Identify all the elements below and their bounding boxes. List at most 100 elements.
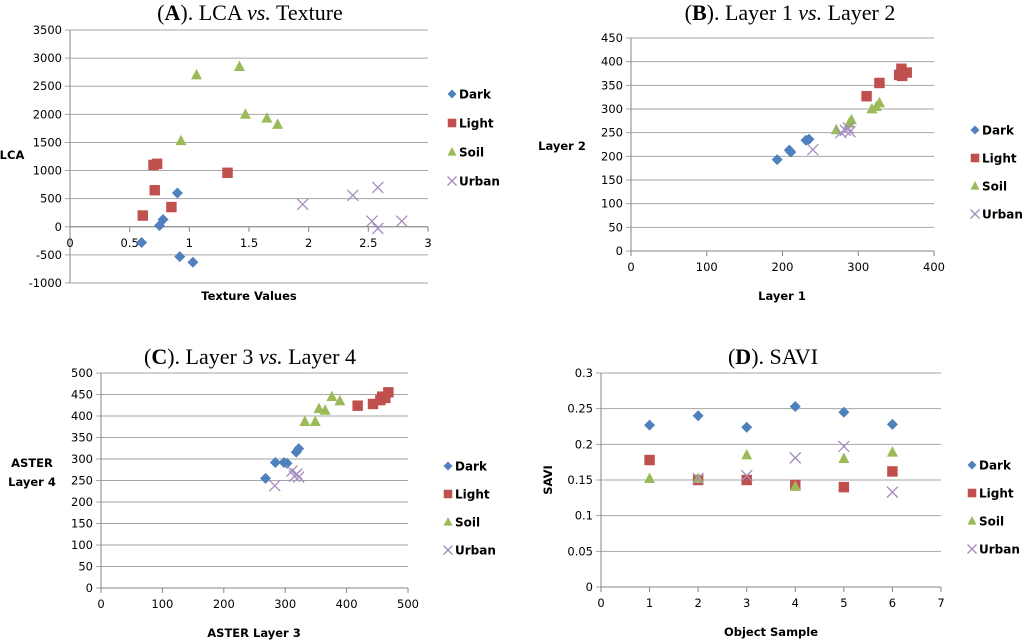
y-tick-label: 3500 bbox=[33, 23, 62, 37]
y-tick-label: 0 bbox=[55, 220, 62, 234]
x-tick-label: 3 bbox=[424, 236, 431, 250]
data-point-soil bbox=[309, 415, 321, 426]
data-point-soil bbox=[334, 394, 346, 406]
data-point-urban bbox=[346, 189, 359, 202]
legend-item-light: Light bbox=[970, 152, 1017, 166]
y-tick-label: 100 bbox=[71, 538, 93, 552]
series-urban bbox=[806, 121, 856, 156]
data-point-soil bbox=[299, 415, 311, 426]
legend-label: Dark bbox=[982, 124, 1015, 138]
x-tick-label: 300 bbox=[274, 597, 296, 611]
legend-label: Urban bbox=[459, 175, 500, 189]
data-point-dark bbox=[171, 187, 183, 199]
legend: Dark Light Soil Urban bbox=[447, 88, 500, 189]
y-tick-label: 0.2 bbox=[575, 437, 593, 451]
legend-label: Light bbox=[979, 487, 1014, 501]
y-tick-label: 450 bbox=[71, 388, 93, 402]
legend-marker-x-icon bbox=[970, 209, 980, 219]
data-point-urban bbox=[843, 125, 856, 138]
data-point-soil bbox=[838, 452, 850, 463]
data-point-soil bbox=[233, 60, 245, 71]
series-soil bbox=[830, 96, 885, 135]
x-tick-label: 400 bbox=[336, 597, 358, 611]
legend-item-soil: Soil bbox=[967, 515, 1004, 529]
x-tick-label: 5 bbox=[840, 596, 847, 610]
chart-title: (B). Layer 1 vs. Layer 2 bbox=[685, 0, 896, 25]
legend-marker-triangle-icon bbox=[443, 517, 453, 526]
data-point-soil bbox=[873, 96, 885, 108]
x-tick-label: 1.5 bbox=[240, 236, 258, 250]
y-tick-label: 200 bbox=[601, 149, 623, 163]
data-point-soil bbox=[644, 472, 656, 483]
x-tick-label: 500 bbox=[397, 597, 419, 611]
data-point-soil bbox=[741, 448, 753, 460]
y-tick-label: 500 bbox=[71, 366, 93, 380]
legend-item-soil: Soil bbox=[443, 516, 480, 530]
data-point-light bbox=[644, 454, 655, 466]
x-tick-label: 200 bbox=[772, 260, 794, 274]
y-tick-label: -500 bbox=[36, 248, 62, 262]
y-tick-label: 150 bbox=[601, 173, 623, 187]
x-tick-label: 400 bbox=[923, 260, 945, 274]
data-point-urban bbox=[371, 222, 384, 235]
y-axis-label: Layer 2 bbox=[538, 139, 586, 153]
x-tick-label: 2.5 bbox=[359, 236, 377, 250]
data-point-soil bbox=[313, 402, 325, 414]
data-point-soil bbox=[789, 480, 801, 491]
data-point-soil bbox=[326, 390, 338, 402]
data-point-urban bbox=[296, 198, 309, 211]
y-tick-label: 2000 bbox=[33, 107, 62, 121]
data-point-light bbox=[222, 167, 233, 179]
data-point-urban bbox=[837, 440, 850, 453]
data-point-soil bbox=[319, 404, 331, 415]
legend-marker-triangle-icon bbox=[447, 147, 457, 156]
x-tick-label: 0 bbox=[66, 236, 73, 250]
data-point-light bbox=[901, 67, 912, 78]
legend-label: Dark bbox=[455, 460, 488, 474]
y-tick-label: 400 bbox=[601, 55, 623, 69]
data-point-soil bbox=[175, 134, 187, 146]
data-point-light bbox=[149, 185, 160, 196]
legend-item-light: Light bbox=[443, 488, 490, 502]
y-tick-label: -1000 bbox=[29, 276, 62, 290]
x-tick-label: 6 bbox=[889, 596, 896, 610]
legend-label: Light bbox=[982, 152, 1017, 166]
legend-marker-x-icon bbox=[447, 176, 457, 186]
data-point-urban bbox=[842, 121, 855, 134]
data-point-urban bbox=[886, 486, 899, 499]
x-tick-label: 3 bbox=[743, 596, 750, 610]
data-point-dark bbox=[692, 410, 704, 422]
y-tick-label: 450 bbox=[601, 31, 623, 45]
legend-item-soil: Soil bbox=[447, 146, 484, 160]
data-point-light bbox=[838, 481, 850, 493]
x-tick-label: 7 bbox=[937, 596, 944, 610]
x-tick-label: 0 bbox=[627, 260, 634, 274]
data-point-dark bbox=[293, 443, 305, 455]
legend-label: Soil bbox=[982, 180, 1007, 194]
series-urban bbox=[296, 181, 408, 235]
x-tick-label: 0 bbox=[97, 597, 104, 611]
data-point-urban bbox=[365, 215, 378, 228]
y-tick-label: 0 bbox=[586, 580, 593, 594]
legend: Dark Light Soil Urban bbox=[970, 124, 1023, 222]
data-point-light bbox=[741, 474, 752, 486]
data-point-soil bbox=[845, 113, 857, 125]
series-light bbox=[352, 387, 394, 411]
x-tick-label: 2 bbox=[694, 596, 701, 610]
legend-marker-x-icon bbox=[967, 544, 977, 554]
data-point-dark bbox=[281, 457, 293, 469]
y-tick-label: 150 bbox=[71, 517, 93, 531]
legend-label: Urban bbox=[455, 544, 496, 558]
x-tick-label: 100 bbox=[696, 260, 718, 274]
series-dark bbox=[644, 401, 898, 433]
y-tick-label: 200 bbox=[71, 495, 93, 509]
data-point-soil bbox=[272, 118, 284, 129]
data-point-dark bbox=[886, 418, 898, 430]
y-tick-label: 300 bbox=[601, 102, 623, 116]
legend-item-urban: Urban bbox=[447, 175, 500, 189]
data-point-dark bbox=[136, 237, 148, 249]
legend-marker-triangle-icon bbox=[970, 181, 980, 190]
series-urban bbox=[268, 465, 305, 492]
series-dark bbox=[771, 133, 815, 166]
legend-item-soil: Soil bbox=[970, 180, 1007, 194]
